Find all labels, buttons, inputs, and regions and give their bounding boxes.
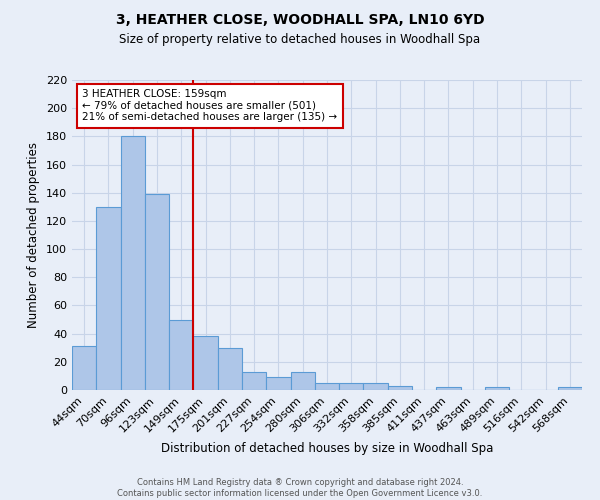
Text: 3 HEATHER CLOSE: 159sqm
← 79% of detached houses are smaller (501)
21% of semi-d: 3 HEATHER CLOSE: 159sqm ← 79% of detache… xyxy=(82,90,337,122)
Bar xyxy=(242,372,266,390)
Text: Size of property relative to detached houses in Woodhall Spa: Size of property relative to detached ho… xyxy=(119,32,481,46)
Y-axis label: Number of detached properties: Number of detached properties xyxy=(28,142,40,328)
Bar xyxy=(339,383,364,390)
X-axis label: Distribution of detached houses by size in Woodhall Spa: Distribution of detached houses by size … xyxy=(161,442,493,455)
Bar xyxy=(218,348,242,390)
Bar xyxy=(558,387,582,390)
Bar xyxy=(169,320,193,390)
Bar xyxy=(315,383,339,390)
Bar xyxy=(193,336,218,390)
Bar xyxy=(436,387,461,390)
Bar xyxy=(388,386,412,390)
Bar xyxy=(121,136,145,390)
Bar xyxy=(266,378,290,390)
Bar xyxy=(364,383,388,390)
Bar xyxy=(485,387,509,390)
Bar xyxy=(96,207,121,390)
Text: Contains HM Land Registry data ® Crown copyright and database right 2024.
Contai: Contains HM Land Registry data ® Crown c… xyxy=(118,478,482,498)
Bar xyxy=(290,372,315,390)
Bar xyxy=(72,346,96,390)
Bar xyxy=(145,194,169,390)
Text: 3, HEATHER CLOSE, WOODHALL SPA, LN10 6YD: 3, HEATHER CLOSE, WOODHALL SPA, LN10 6YD xyxy=(116,12,484,26)
